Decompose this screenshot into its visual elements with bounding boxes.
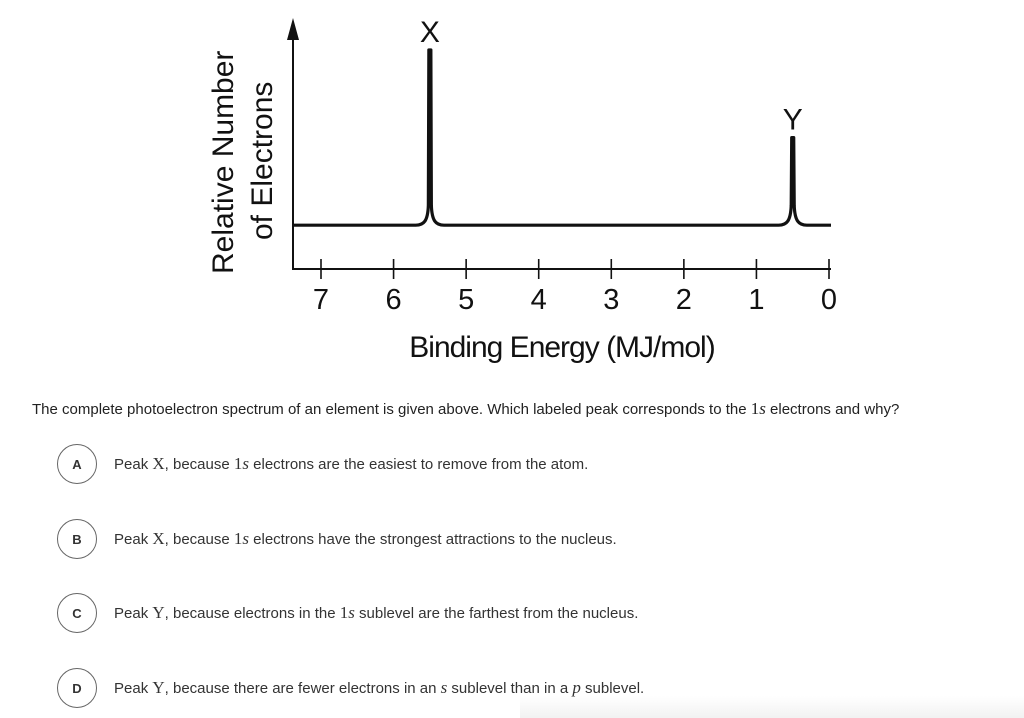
option-c-text[interactable]: Peak Y, because electrons in the 1s subl… [114, 603, 639, 622]
option-b-text[interactable]: Peak X, because 1s electrons have the st… [114, 529, 617, 548]
y-axis-label-line2: of Electrons [246, 82, 279, 240]
option-b-letter[interactable]: B [57, 519, 97, 559]
x-tick-label-6: 6 [386, 284, 402, 316]
y-axis-arrow-icon [287, 18, 299, 40]
x-tick-label-3: 3 [603, 284, 619, 316]
option-d-text[interactable]: Peak Y, because there are fewer electron… [114, 678, 645, 697]
x-tick-label-1: 1 [748, 284, 764, 316]
x-tick-label-4: 4 [531, 284, 547, 316]
option-a-text[interactable]: Peak X, because 1s electrons are the eas… [114, 454, 589, 473]
x-tick-label-5: 5 [458, 284, 474, 316]
y-axis-label-line1: Relative Number [207, 51, 240, 274]
x-axis-tick-labels: 7 6 5 4 3 2 1 0 [313, 284, 837, 316]
option-b[interactable]: B Peak X, because 1s electrons have the … [57, 518, 617, 560]
option-c[interactable]: C Peak Y, because electrons in the 1s su… [57, 592, 638, 634]
option-a[interactable]: A Peak X, because 1s electrons are the e… [57, 443, 588, 485]
x-axis-ticks [320, 259, 830, 279]
option-d[interactable]: D Peak Y, because there are fewer electr… [57, 667, 644, 709]
question-text: The complete photoelectron spectrum of a… [32, 399, 900, 418]
option-c-letter[interactable]: C [57, 593, 97, 633]
peak-labels: XY [420, 16, 803, 137]
x-tick-label-2: 2 [676, 284, 692, 316]
x-tick-label-0: 0 [821, 284, 837, 316]
spectrum-line [293, 48, 831, 227]
option-a-letter[interactable]: A [57, 444, 97, 484]
option-d-letter[interactable]: D [57, 668, 97, 708]
peak-label-x: X [420, 16, 440, 49]
peak-label-y: Y [783, 104, 803, 137]
x-tick-label-7: 7 [313, 284, 329, 316]
y-axis-label: Relative Number of Electrons [207, 51, 279, 274]
x-axis-label: Binding Energy (MJ/mol) [409, 331, 714, 364]
